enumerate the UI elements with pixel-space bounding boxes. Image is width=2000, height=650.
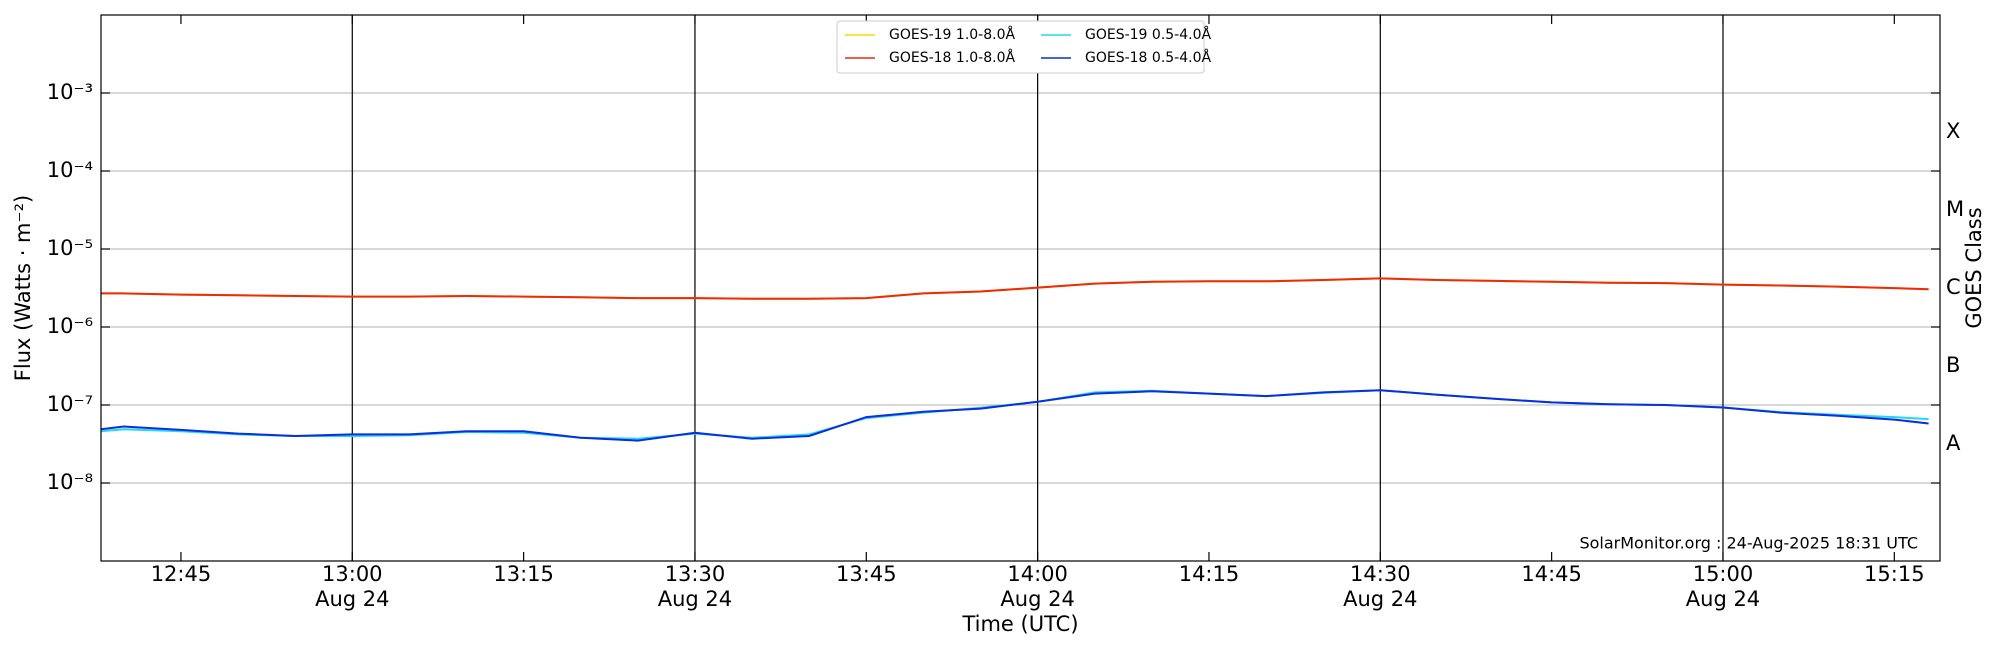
x-axis-label: Time (UTC) [961, 612, 1078, 636]
y-axis-label: Flux (Watts · m⁻²) [11, 195, 35, 381]
x-tick-label: 12:45 [151, 562, 212, 586]
legend-label: GOES-19 0.5-4.0Å [1085, 26, 1211, 43]
plot-frame [100, 14, 1941, 562]
x-tick-label: 14:00 [1007, 562, 1068, 586]
y-tick-label: 10⁻³ [47, 80, 93, 104]
y-tick-label: 10⁻⁶ [47, 314, 93, 338]
x-tick-label: Aug 24 [1343, 587, 1417, 611]
legend-box [836, 20, 1205, 74]
x-tick-label: 15:00 [1693, 562, 1754, 586]
series-line [101, 277, 1929, 300]
legend-label: GOES-19 1.0-8.0Å [889, 26, 1015, 43]
x-tick-label: Aug 24 [1686, 587, 1760, 611]
y-tick-label: 10⁻⁴ [47, 158, 93, 182]
x-tick-label: 13:30 [665, 562, 726, 586]
x-tick-label: 14:45 [1521, 562, 1582, 586]
x-tick-label: Aug 24 [1000, 587, 1074, 611]
y2-tick-label: B [1946, 353, 1960, 377]
y2-tick-label: A [1946, 431, 1961, 455]
x-tick-label: 15:15 [1864, 562, 1925, 586]
y-tick-label: 10⁻⁵ [47, 236, 93, 260]
y2-tick-label: M [1946, 197, 1964, 221]
x-tick-label: 13:00 [322, 562, 383, 586]
series-line [100, 389, 1929, 442]
x-tick-label: 13:15 [493, 562, 554, 586]
y2-axis-label: GOES Class [1962, 207, 1986, 328]
y-tick-label: 10⁻⁸ [47, 470, 93, 494]
annotation: SolarMonitor.org : 24-Aug-2025 18:31 UTC [1579, 534, 1918, 553]
x-tick-label: Aug 24 [315, 587, 389, 611]
x-tick-label: 14:15 [1179, 562, 1240, 586]
x-tick-label: 14:30 [1350, 562, 1411, 586]
x-tick-label: 13:45 [836, 562, 897, 586]
y2-tick-label: C [1946, 275, 1961, 299]
legend-label: GOES-18 1.0-8.0Å [889, 49, 1015, 66]
legend-label: GOES-18 0.5-4.0Å [1085, 49, 1211, 66]
x-tick-label: Aug 24 [658, 587, 732, 611]
y2-tick-label: X [1946, 119, 1960, 143]
y-tick-label: 10⁻⁷ [47, 392, 93, 416]
